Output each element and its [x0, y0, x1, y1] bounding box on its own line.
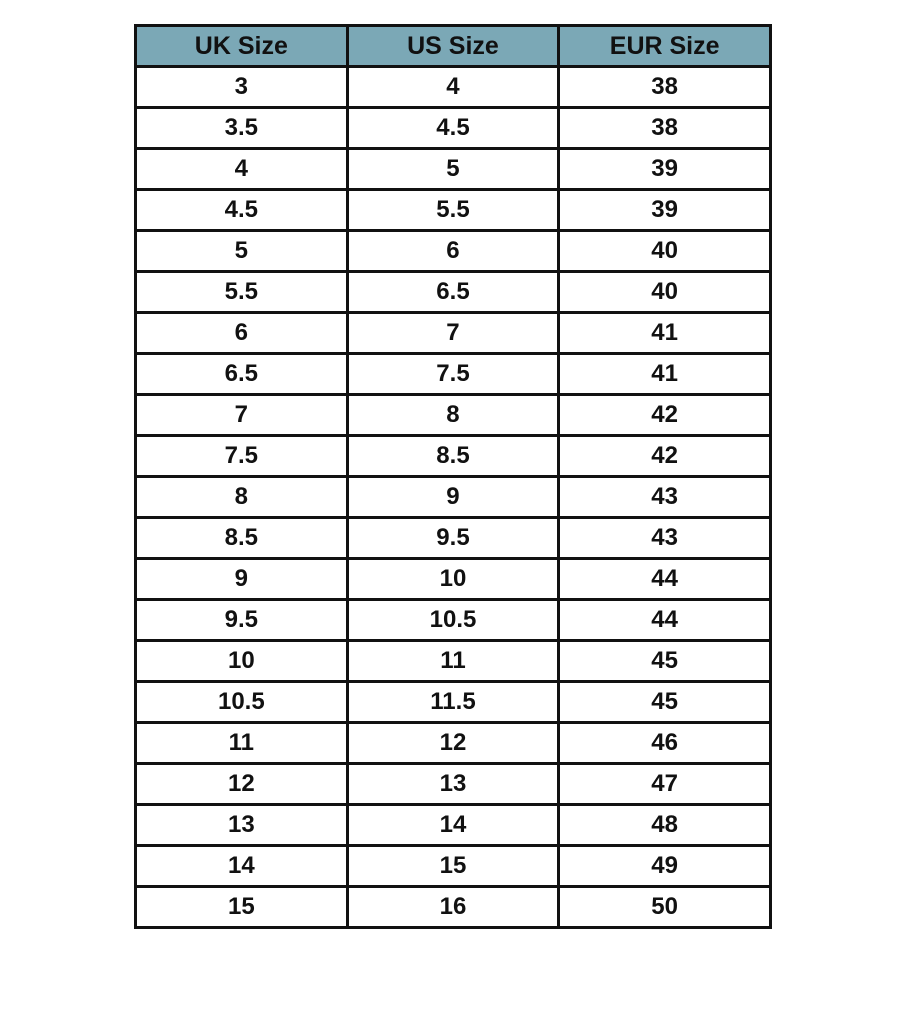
table-cell: 4	[345, 65, 561, 109]
table-cell: 3	[134, 65, 349, 109]
header-cell: EUR Size	[557, 24, 772, 68]
table-cell: 12	[345, 721, 561, 765]
table-cell: 6.5	[345, 270, 561, 314]
table-cell: 9	[345, 475, 561, 519]
table-cell: 6.5	[134, 352, 349, 396]
table-cell: 8	[345, 393, 561, 437]
table-cell: 10	[345, 557, 561, 601]
table-cell: 15	[134, 885, 349, 929]
table-cell: 13	[134, 803, 349, 847]
table-cell: 11	[345, 639, 561, 683]
table-cell: 8	[134, 475, 349, 519]
table-cell: 47	[557, 762, 772, 806]
table-cell: 43	[557, 516, 772, 560]
table-row: 9.5 10.5 44	[134, 598, 772, 642]
table-row: 8 9 43	[134, 475, 772, 519]
table-row: 15 16 50	[134, 885, 772, 929]
table-cell: 7.5	[345, 352, 561, 396]
table-cell: 7	[345, 311, 561, 355]
table-cell: 45	[557, 680, 772, 724]
table-cell: 48	[557, 803, 772, 847]
table-row: 10 11 45	[134, 639, 772, 683]
table-row: 6.5 7.5 41	[134, 352, 772, 396]
table-row: 3 4 38	[134, 65, 772, 109]
table-cell: 9	[134, 557, 349, 601]
table-cell: 39	[557, 147, 772, 191]
table-cell: 14	[345, 803, 561, 847]
table-cell: 12	[134, 762, 349, 806]
table-cell: 6	[345, 229, 561, 273]
table-cell: 4	[134, 147, 349, 191]
table-row: 13 14 48	[134, 803, 772, 847]
table-row: 8.5 9.5 43	[134, 516, 772, 560]
table-cell: 4.5	[345, 106, 561, 150]
table-row: 4.5 5.5 39	[134, 188, 772, 232]
table-row: 5.5 6.5 40	[134, 270, 772, 314]
table-cell: 5	[134, 229, 349, 273]
table-cell: 39	[557, 188, 772, 232]
table-cell: 8.5	[134, 516, 349, 560]
header-cell: US Size	[345, 24, 561, 68]
table-row: 7.5 8.5 42	[134, 434, 772, 478]
table-cell: 11	[134, 721, 349, 765]
table-cell: 38	[557, 65, 772, 109]
table-cell: 44	[557, 598, 772, 642]
table-row: 4 5 39	[134, 147, 772, 191]
table-cell: 40	[557, 270, 772, 314]
table-cell: 5.5	[345, 188, 561, 232]
table-row: 10.5 11.5 45	[134, 680, 772, 724]
table-row: 6 7 41	[134, 311, 772, 355]
table-cell: 9.5	[134, 598, 349, 642]
table-cell: 46	[557, 721, 772, 765]
table-cell: 42	[557, 434, 772, 478]
table-cell: 3.5	[134, 106, 349, 150]
table-cell: 10.5	[345, 598, 561, 642]
table-cell: 41	[557, 311, 772, 355]
table-cell: 10	[134, 639, 349, 683]
table-cell: 41	[557, 352, 772, 396]
table-cell: 8.5	[345, 434, 561, 478]
table-body: 3 4 38 3.5 4.5 38 4 5 39 4.5 5.5 39 5 6 40 5.5 6.5 40 6 7 41…	[134, 65, 772, 929]
table-header: UK Size US Size EUR Size	[134, 24, 772, 68]
table-cell: 5.5	[134, 270, 349, 314]
table-cell: 40	[557, 229, 772, 273]
table-cell: 15	[345, 844, 561, 888]
table-cell: 16	[345, 885, 561, 929]
table-cell: 9.5	[345, 516, 561, 560]
table-cell: 4.5	[134, 188, 349, 232]
table-cell: 14	[134, 844, 349, 888]
table-cell: 7.5	[134, 434, 349, 478]
table-row: 3.5 4.5 38	[134, 106, 772, 150]
table-cell: 10.5	[134, 680, 349, 724]
table-row: 14 15 49	[134, 844, 772, 888]
header-row: UK Size US Size EUR Size	[134, 24, 772, 68]
table-cell: 42	[557, 393, 772, 437]
table-cell: 44	[557, 557, 772, 601]
table-cell: 45	[557, 639, 772, 683]
table-row: 5 6 40	[134, 229, 772, 273]
table-row: 12 13 47	[134, 762, 772, 806]
size-table: UK Size US Size EUR Size 3 4 38 3.5 4.5 38 4 5 39 4…	[134, 24, 772, 929]
table-cell: 6	[134, 311, 349, 355]
table-cell: 11.5	[345, 680, 561, 724]
table-row: 9 10 44	[134, 557, 772, 601]
table-cell: 38	[557, 106, 772, 150]
table-row: 7 8 42	[134, 393, 772, 437]
table-cell: 13	[345, 762, 561, 806]
table-cell: 7	[134, 393, 349, 437]
table-row: 11 12 46	[134, 721, 772, 765]
table-cell: 43	[557, 475, 772, 519]
table-cell: 50	[557, 885, 772, 929]
header-cell: UK Size	[134, 24, 349, 68]
table-cell: 49	[557, 844, 772, 888]
table-cell: 5	[345, 147, 561, 191]
